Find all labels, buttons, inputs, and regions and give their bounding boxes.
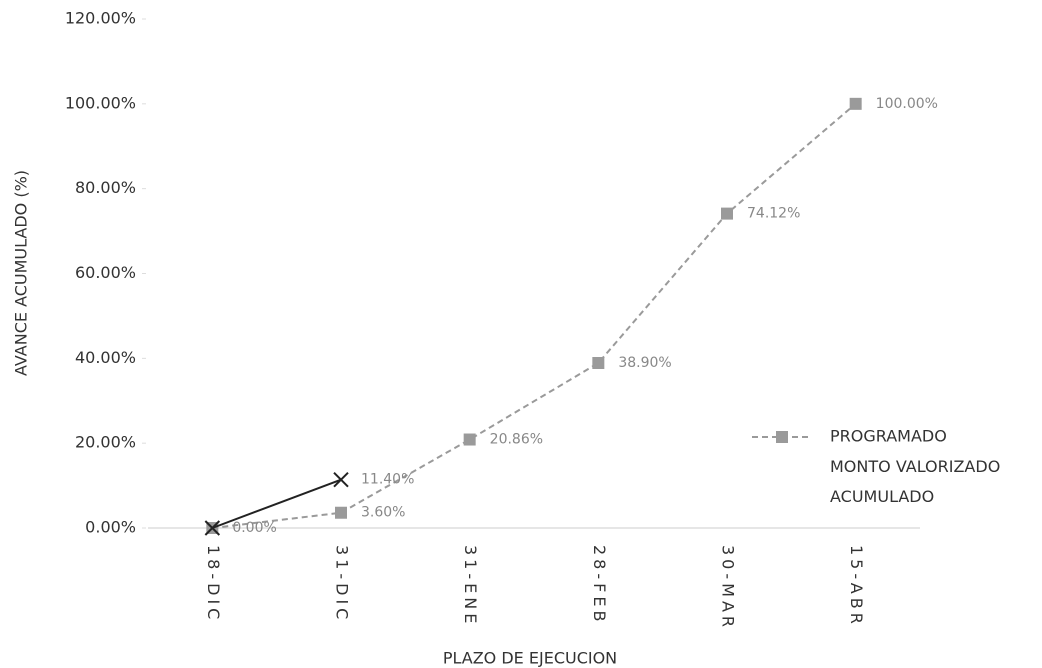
x-tick-label: 18-DIC <box>204 545 223 623</box>
marker <box>849 97 862 110</box>
marker <box>333 471 349 488</box>
marker <box>463 433 476 446</box>
y-tick-label: 120.00% <box>65 9 136 28</box>
y-tick-label: 0.00% <box>85 518 136 537</box>
data-label: 38.90% <box>618 355 671 371</box>
x-tick-label: 31-ENE <box>461 545 480 627</box>
data-label: 74.12% <box>747 206 800 222</box>
legend-label: MONTO VALORIZADO ACUMULADO <box>830 457 1000 506</box>
x-tick-label: 31-DIC <box>333 545 352 623</box>
x-axis-title: PLAZO DE EJECUCION <box>443 649 617 668</box>
x-tick-label: 28-FEB <box>590 545 609 625</box>
marker <box>721 207 733 220</box>
y-tick-label: 40.00% <box>75 348 136 367</box>
data-label: 11.40% <box>361 472 414 488</box>
data-label: 100.00% <box>876 96 938 112</box>
data-label: 3.60% <box>361 505 405 521</box>
legend-marker <box>776 431 788 443</box>
data-label: 0.00% <box>232 520 276 536</box>
x-tick-label: 30-MAR <box>719 545 738 631</box>
marker <box>204 520 221 536</box>
y-tick-label: 20.00% <box>75 433 136 452</box>
x-tick-label: 15-ABR <box>847 545 866 628</box>
series-line <box>211 478 342 529</box>
marker <box>592 356 605 369</box>
series-line <box>212 103 857 529</box>
y-axis-title: AVANCE ACUMULADO (%) <box>12 170 31 376</box>
legend-label: PROGRAMADO <box>830 427 947 446</box>
y-tick-label: 100.00% <box>65 93 136 112</box>
data-label: 20.86% <box>490 432 543 448</box>
y-tick-label: 80.00% <box>75 178 136 197</box>
y-tick-label: 60.00% <box>75 263 136 282</box>
marker <box>335 506 347 519</box>
